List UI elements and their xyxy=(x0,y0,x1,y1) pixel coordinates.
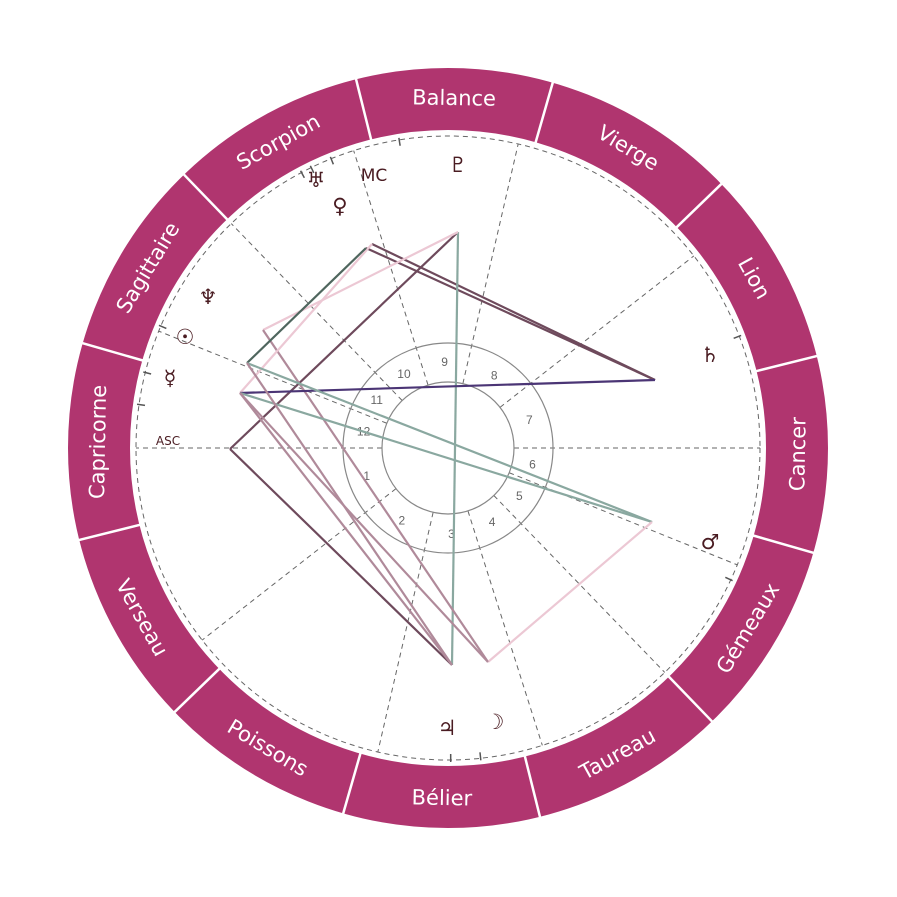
sign-divider xyxy=(523,755,542,818)
house-cusp-line xyxy=(493,495,666,673)
planet-tick xyxy=(143,371,152,375)
jupiter-icon: ♃ xyxy=(438,716,457,740)
sign-divider xyxy=(354,78,373,141)
house-number-4: 4 xyxy=(489,515,496,529)
house-cusp-line xyxy=(462,143,519,384)
venus-icon: ♀ xyxy=(332,194,347,218)
aspect-line-nep-venus xyxy=(246,247,367,364)
house-cusp-line xyxy=(201,488,397,641)
house-inner-circle xyxy=(381,381,515,515)
planet-tick xyxy=(299,170,306,179)
moon-icon: ☽ xyxy=(486,710,505,734)
saturn-icon: ♄ xyxy=(701,343,720,367)
planet-tick xyxy=(158,324,167,330)
sun-icon: ☉ xyxy=(176,325,195,349)
aspect-line-mer-jup xyxy=(239,392,453,666)
sign-divider xyxy=(81,341,144,362)
planet-tick xyxy=(398,137,401,146)
planet-tick xyxy=(725,576,733,582)
uranus-icon: ♅ xyxy=(307,168,326,192)
house-outer-circle xyxy=(342,342,554,554)
house-cusp-line xyxy=(467,510,543,746)
house-cusp-line xyxy=(499,255,695,408)
house-number-8: 8 xyxy=(491,368,498,382)
planet-tick xyxy=(329,156,335,165)
sign-label-bélier: Bélier xyxy=(411,785,472,810)
sign-divider xyxy=(534,81,555,144)
house-number-2: 2 xyxy=(398,514,405,528)
aspect-line-nep-jup xyxy=(246,362,453,666)
sign-divider xyxy=(752,534,815,555)
house-number-7: 7 xyxy=(526,413,533,427)
mc-label: MC xyxy=(361,166,388,186)
house-number-5: 5 xyxy=(516,489,523,503)
house-number-10: 10 xyxy=(397,367,411,381)
aspect-line-asc-jup xyxy=(229,448,453,666)
sign-divider xyxy=(341,752,362,815)
sign-divider xyxy=(173,667,221,714)
sign-divider xyxy=(182,173,229,221)
planet-tick xyxy=(733,334,742,340)
aspect-line-pluto-asc xyxy=(229,231,459,450)
planet-tick xyxy=(136,403,146,407)
house-cusp-line xyxy=(377,512,434,753)
house-cusp-line xyxy=(353,150,429,386)
aspect-line-nep-mars xyxy=(246,361,653,524)
pluto-icon: ♇ xyxy=(449,153,468,177)
neptune-icon: ♆ xyxy=(199,285,218,309)
sign-divider xyxy=(755,354,818,373)
house-number-6: 6 xyxy=(529,457,536,471)
sign-label-capricorne: Capricorne xyxy=(85,385,111,500)
sign-label-balance: Balance xyxy=(412,85,496,110)
house-number-1: 1 xyxy=(363,469,370,483)
house-number-9: 9 xyxy=(441,355,448,369)
aspect-line-mer-mars xyxy=(239,391,653,524)
aspect-line-mars-moon xyxy=(487,521,653,663)
sign-label-cancer: Cancer xyxy=(785,417,810,492)
planet-tick xyxy=(309,165,315,174)
aspect-line-mer-moon xyxy=(239,392,489,663)
aspect-line-mer-uranus xyxy=(239,243,373,394)
sign-divider xyxy=(667,675,714,723)
mars-icon: ♂ xyxy=(701,530,720,554)
sign-divider xyxy=(78,523,141,542)
zodiac-ring xyxy=(68,68,828,828)
planet-tick xyxy=(479,752,482,761)
house-number-3: 3 xyxy=(448,527,455,541)
aspect-line-pluto-sun xyxy=(262,231,459,331)
aspect-line-mer-sat xyxy=(239,378,656,395)
asc-label: ASC xyxy=(156,434,180,448)
mercury-icon: ☿ xyxy=(164,366,177,390)
house-number-11: 11 xyxy=(370,393,383,407)
sign-divider xyxy=(675,182,723,229)
aspect-line-venus-sat xyxy=(365,246,656,382)
aspect-line-pluto-jup xyxy=(450,231,460,666)
house-cusp-line xyxy=(230,223,403,401)
house-cusp-line xyxy=(158,330,387,424)
aspect-line-sun-moon xyxy=(262,329,489,663)
